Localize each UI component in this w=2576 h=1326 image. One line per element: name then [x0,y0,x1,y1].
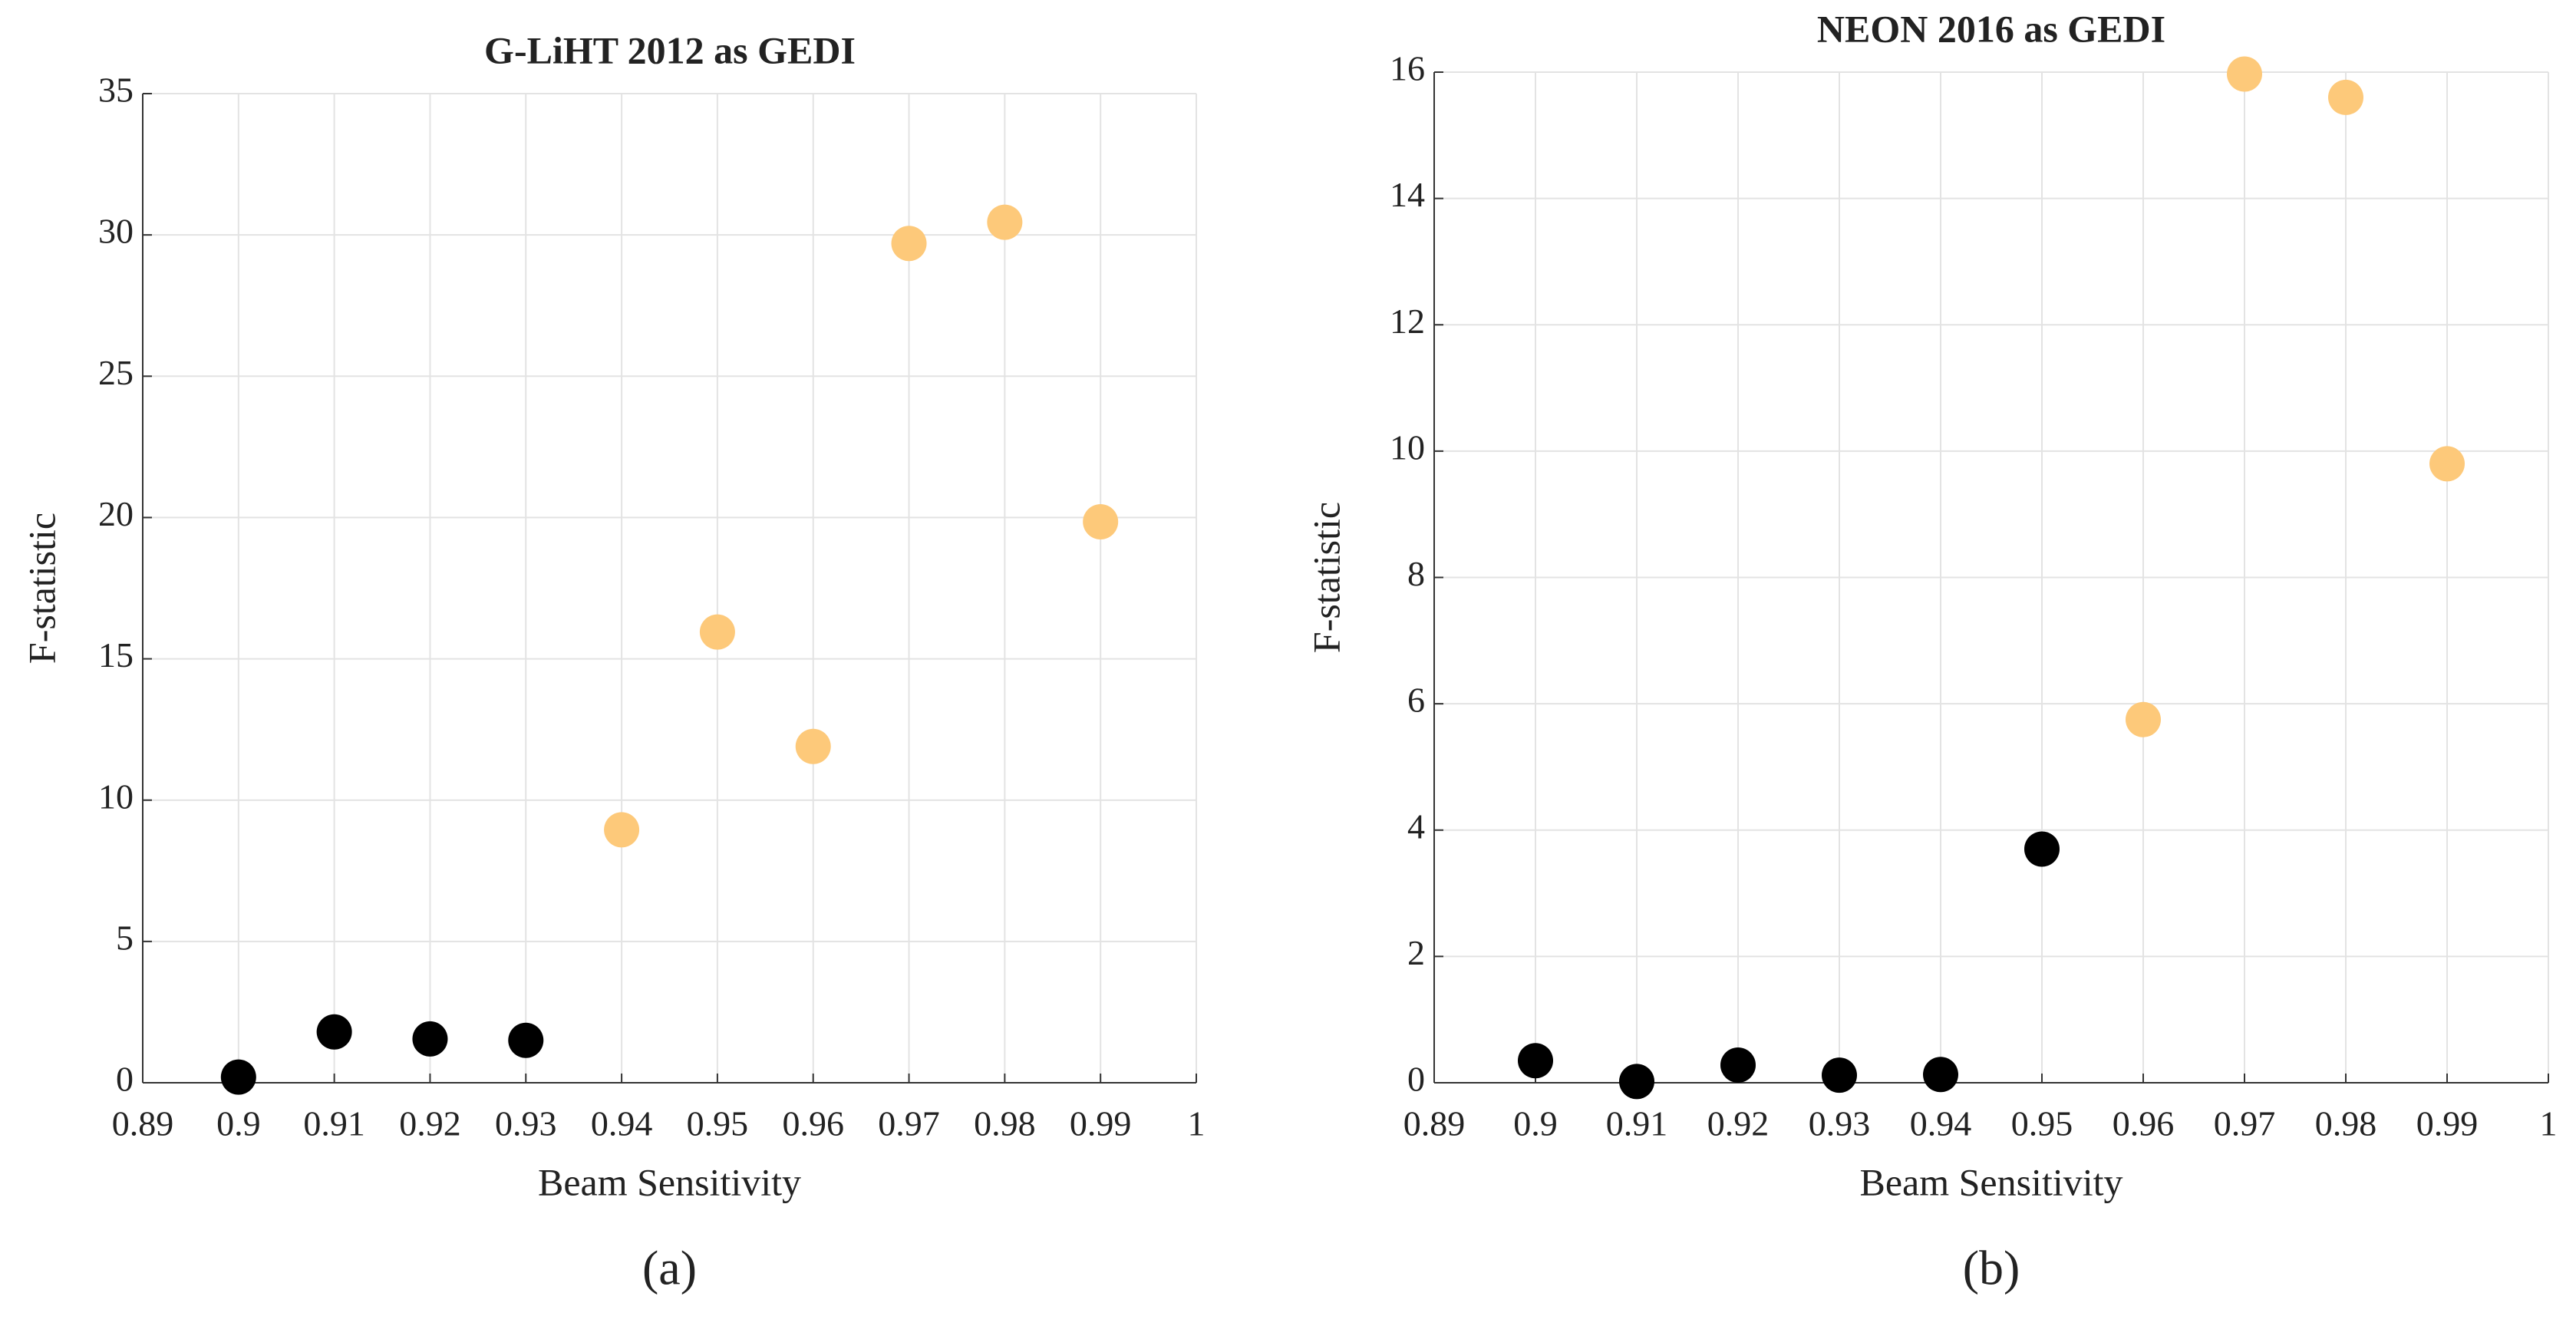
x-tick-label: 0.97 [878,1104,940,1143]
y-tick-label: 15 [98,635,134,675]
panel-label: (b) [1963,1241,2020,1295]
x-tick-label: 0.95 [687,1104,749,1143]
x-tick-label: 1 [2540,1104,2558,1143]
point [2024,831,2060,867]
point [1619,1064,1654,1100]
x-tick-label: 0.99 [1070,1104,1132,1143]
x-tick-label: 0.99 [2416,1104,2479,1143]
y-tick-label: 10 [98,777,134,816]
x-tick-label: 0.93 [1809,1104,1871,1143]
point [412,1021,448,1057]
y-tick-label: 30 [98,212,134,251]
y-tick-label: 20 [98,494,134,533]
y-tick-label: 6 [1407,681,1425,720]
x-tick-label: 0.92 [399,1104,461,1143]
y-tick-label: 0 [1407,1060,1425,1099]
x-tick-label: 0.96 [2113,1104,2175,1143]
y-tick-label: 2 [1407,933,1425,972]
chart-title: G-LiHT 2012 as GEDI [484,28,856,71]
y-tick-label: 4 [1407,806,1425,846]
x-tick-label: 0.94 [1910,1104,1972,1143]
x-tick-label: 0.9 [216,1104,261,1143]
point [508,1022,544,1058]
point [2429,446,2465,482]
x-tick-label: 0.95 [2011,1104,2073,1143]
x-axis-label: Beam Sensitivity [538,1160,801,1203]
y-tick-label: 12 [1390,302,1425,341]
y-tick-label: 35 [98,71,134,110]
x-tick-label: 0.98 [2315,1104,2377,1143]
y-axis-label: F-statistic [1304,502,1347,653]
y-tick-label: 10 [1390,427,1425,467]
y-tick-label: 8 [1407,554,1425,593]
x-tick-label: 0.91 [303,1104,365,1143]
point [316,1014,352,1050]
x-tick-label: 0.89 [112,1104,174,1143]
point [604,812,640,848]
x-axis-label: Beam Sensitivity [1859,1160,2122,1203]
point [2227,56,2262,92]
point [795,728,831,764]
y-axis-label: F-statistic [20,513,63,664]
x-tick-label: 0.96 [782,1104,844,1143]
x-tick-label: 1 [1188,1104,1206,1143]
point [987,204,1023,240]
y-tick-label: 25 [98,353,134,392]
point [1083,503,1119,539]
chart-title: NEON 2016 as GEDI [1817,7,2165,50]
x-tick-label: 0.98 [974,1104,1036,1143]
point [1923,1057,1958,1093]
point [891,226,927,262]
x-tick-label: 0.89 [1403,1104,1466,1143]
point [1822,1057,1857,1093]
y-tick-label: 5 [116,918,134,957]
y-tick-label: 16 [1390,49,1425,88]
x-tick-label: 0.9 [1513,1104,1558,1143]
x-tick-label: 0.91 [1606,1104,1668,1143]
x-tick-label: 0.94 [591,1104,653,1143]
panel-label: (a) [642,1241,697,1295]
y-tick-label: 0 [116,1060,134,1099]
y-tick-label: 14 [1390,175,1425,214]
point [1518,1043,1553,1079]
point [2328,79,2363,115]
x-tick-label: 0.93 [495,1104,557,1143]
x-tick-label: 0.97 [2214,1104,2276,1143]
point [220,1059,256,1095]
point [699,614,735,650]
x-tick-label: 0.92 [1707,1104,1770,1143]
point [2126,701,2161,737]
point [1720,1047,1756,1083]
